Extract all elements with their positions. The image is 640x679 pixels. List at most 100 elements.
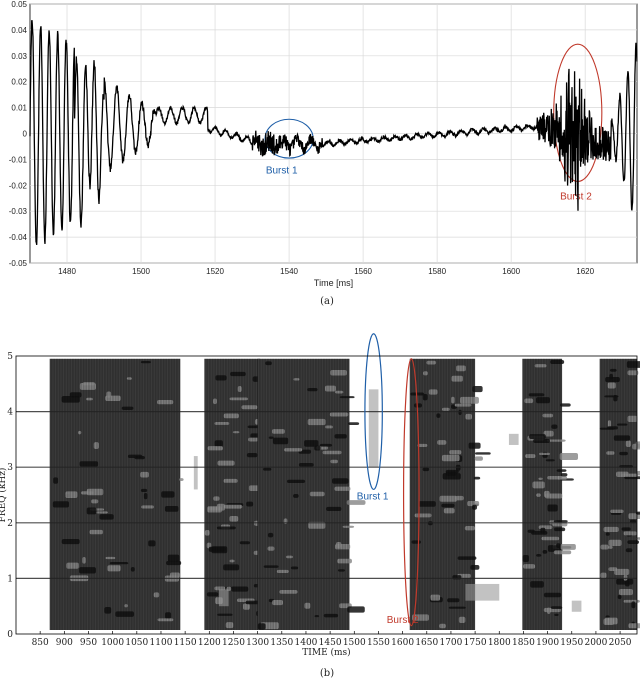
- segment-patch: [540, 527, 546, 534]
- spectrogram-y-tick-label: 1: [7, 574, 13, 584]
- segment-patch: [467, 501, 480, 507]
- segment-patch: [217, 460, 235, 466]
- segment-patch: [536, 493, 541, 497]
- segment-patch: [538, 477, 543, 480]
- segment-patch: [621, 527, 631, 531]
- segment-patch: [455, 495, 464, 501]
- segment-patch: [468, 442, 481, 449]
- segment-patch: [418, 501, 436, 507]
- segment-patch: [308, 521, 326, 529]
- faint-mark: [193, 456, 198, 490]
- segment-patch: [99, 514, 114, 520]
- spectrogram-x-tick-label: 900: [56, 638, 73, 648]
- segment-patch: [290, 566, 299, 570]
- segment-patch: [617, 594, 622, 600]
- segment-patch: [605, 376, 620, 383]
- spectrogram-y-tick-label: 4: [7, 408, 13, 418]
- spectrogram-x-tick-label: 850: [32, 638, 49, 648]
- waveform-x-tick-label: 1480: [58, 267, 76, 276]
- spectrogram-caption: (b): [320, 668, 334, 679]
- segment-patch: [545, 459, 555, 462]
- segment-patch: [140, 488, 148, 493]
- segment-patch: [443, 508, 455, 514]
- segment-patch: [414, 403, 423, 408]
- waveform-grid: [30, 3, 637, 264]
- segment-patch: [454, 403, 472, 407]
- segment-patch: [441, 407, 450, 411]
- segment-patch: [52, 501, 70, 508]
- spectrogram-segment: [409, 358, 491, 630]
- segment-patch: [86, 397, 93, 401]
- segment-patch: [257, 623, 266, 630]
- spectrogram-x-tick-label: 1850: [512, 638, 535, 648]
- segment-patch: [543, 592, 562, 598]
- segment-patch: [239, 541, 251, 545]
- segment-patch: [445, 469, 459, 474]
- segment-patch: [208, 506, 221, 511]
- spectrogram-x-tick-label: 1100: [150, 638, 173, 648]
- segment-patch: [115, 611, 135, 617]
- segment-patch: [309, 491, 325, 497]
- segment-patch: [279, 590, 298, 594]
- segment-patch: [346, 500, 366, 505]
- segment-patch: [604, 395, 619, 398]
- spectrogram-burst-label: Burst 1: [357, 491, 389, 502]
- segment-patch: [426, 360, 437, 365]
- spectrogram-segment: [49, 358, 184, 630]
- segment-patch: [334, 390, 344, 394]
- segment-patch: [631, 601, 636, 609]
- spectrogram-x-tick-label: 1950: [560, 638, 583, 648]
- segment-patch: [140, 361, 151, 364]
- segment-patch: [293, 493, 299, 498]
- segment-patch: [473, 476, 481, 480]
- faint-mark: [218, 589, 229, 607]
- segment-patch: [337, 558, 352, 564]
- segment-patch: [225, 622, 234, 629]
- spectrogram-y-ticks: 0 1 2 3 4 5: [7, 352, 13, 640]
- waveform-x-tick-label: 1580: [428, 267, 446, 276]
- segment-patch: [330, 459, 339, 464]
- segment-patch: [627, 540, 639, 544]
- spectrogram-y-tick-label: 2: [7, 519, 13, 529]
- segment-patch: [530, 581, 544, 588]
- segment-patch: [304, 602, 311, 609]
- waveform-y-tick-label: -0.04: [9, 233, 28, 242]
- spectrogram-y-tick-label: 5: [7, 352, 13, 362]
- segment-patch: [554, 613, 559, 617]
- segment-patch: [627, 415, 638, 422]
- segment-patch: [148, 540, 156, 547]
- segment-patch: [464, 525, 475, 531]
- segment-patch: [323, 613, 339, 618]
- segment-patch: [536, 397, 550, 404]
- segment-patch: [230, 371, 246, 377]
- segment-patch: [334, 434, 347, 439]
- segment-patch: [109, 562, 129, 565]
- segment-patch: [458, 616, 466, 624]
- segment-patch: [91, 499, 99, 504]
- waveform-y-tick-label: 0.05: [11, 0, 27, 9]
- spectrogram-x-tick-label: 2050: [609, 638, 632, 648]
- segment-patch: [153, 592, 160, 598]
- segment-patch: [223, 564, 240, 571]
- segment-patch: [608, 545, 613, 549]
- spectrogram-segment: [522, 358, 579, 630]
- spectrogram-grid: [16, 411, 637, 580]
- spectrogram-y-tick-label: 0: [7, 630, 13, 640]
- segment-patch: [543, 430, 554, 437]
- segment-patch: [121, 406, 134, 410]
- segment-patch: [231, 586, 249, 592]
- segment-patch: [472, 504, 477, 510]
- segment-patch: [164, 506, 179, 512]
- segment-patch: [307, 418, 326, 426]
- segment-patch: [550, 359, 565, 365]
- waveform-y-tick-label: 0.03: [11, 52, 27, 61]
- segment-patch: [143, 493, 148, 500]
- segment-patch: [223, 413, 239, 419]
- segment-patch: [326, 506, 342, 511]
- segment-patch: [428, 389, 438, 395]
- waveform-x-tick-label: 1560: [354, 267, 372, 276]
- segment-patch: [214, 422, 230, 425]
- segment-patch: [550, 606, 563, 609]
- segment-patch: [95, 511, 108, 514]
